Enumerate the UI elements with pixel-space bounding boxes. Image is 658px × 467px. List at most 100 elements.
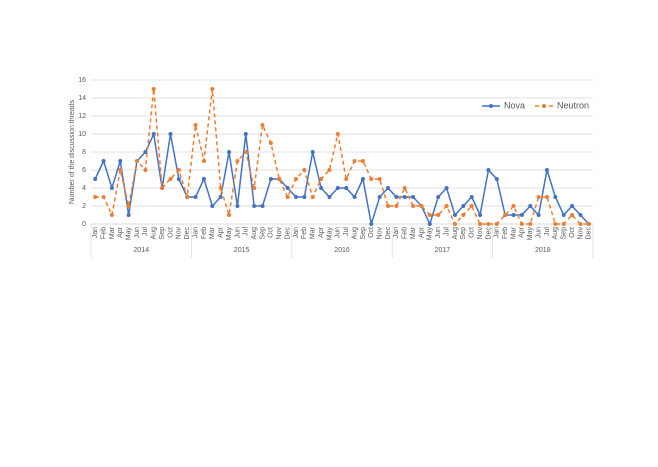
- data-point: [503, 213, 508, 217]
- data-point: [469, 195, 474, 199]
- data-point: [218, 195, 223, 199]
- data-point: [352, 195, 357, 199]
- x-tick-label: Jun: [134, 227, 141, 238]
- data-point: [118, 168, 123, 172]
- x-tick-label: May: [125, 227, 132, 241]
- data-point: [109, 213, 114, 217]
- data-point: [243, 132, 248, 136]
- x-tick-label: Sep: [259, 227, 266, 240]
- x-tick-label: Feb: [502, 227, 509, 239]
- data-point: [544, 168, 549, 172]
- data-point: [201, 159, 206, 163]
- data-point: [193, 123, 198, 127]
- data-point: [411, 195, 416, 199]
- data-point: [118, 159, 123, 163]
- data-point: [335, 186, 340, 190]
- data-point: [528, 204, 533, 208]
- data-point: [126, 204, 131, 208]
- data-point: [369, 222, 374, 226]
- data-point: [478, 222, 483, 226]
- data-point: [252, 186, 257, 190]
- x-tick-label: Apr: [218, 226, 225, 238]
- data-point: [427, 222, 432, 226]
- data-point: [536, 213, 541, 217]
- data-point: [360, 159, 365, 163]
- x-tick-label: Oct: [469, 227, 476, 238]
- year-label: 2016: [334, 247, 350, 254]
- data-point: [461, 204, 466, 208]
- data-point: [452, 213, 457, 217]
- legend-marker: [542, 104, 547, 108]
- y-tick-label: 0: [82, 221, 86, 228]
- data-point: [101, 159, 106, 163]
- x-tick-label: Jul: [343, 227, 350, 236]
- x-tick-label: Mar: [209, 226, 216, 239]
- data-point: [201, 177, 206, 181]
- x-tick-label: Dec: [485, 227, 492, 240]
- x-tick-label: Aug: [552, 227, 559, 240]
- data-point: [427, 213, 432, 217]
- data-point: [519, 213, 524, 217]
- data-point: [494, 177, 499, 181]
- x-tick-label: Apr: [418, 226, 425, 238]
- x-tick-label: Jul: [142, 227, 149, 236]
- data-point: [344, 186, 349, 190]
- data-point: [260, 204, 265, 208]
- data-point: [135, 159, 140, 163]
- x-tick-label: Apr: [519, 226, 526, 238]
- x-tick-label: Sep: [360, 227, 367, 240]
- legend-label: Neutron: [557, 100, 589, 110]
- data-point: [218, 186, 223, 190]
- x-tick-label: Jul: [443, 227, 450, 236]
- y-tick-label: 14: [78, 95, 86, 102]
- data-point: [419, 204, 424, 208]
- data-point: [553, 222, 558, 226]
- data-point: [452, 222, 457, 226]
- data-point: [277, 177, 282, 181]
- data-point: [402, 186, 407, 190]
- data-point: [93, 177, 98, 181]
- x-tick-label: Aug: [151, 227, 158, 240]
- data-point: [461, 213, 466, 217]
- data-point: [394, 204, 399, 208]
- x-tick-label: Aug: [251, 227, 258, 240]
- x-tick-label: Jun: [234, 227, 241, 238]
- data-point: [394, 195, 399, 199]
- x-tick-label: Sep: [460, 227, 467, 240]
- x-tick-label: Aug: [452, 227, 459, 240]
- data-point: [319, 186, 324, 190]
- x-tick-label: Mar: [410, 226, 417, 239]
- data-point: [494, 222, 499, 226]
- data-point: [235, 159, 240, 163]
- y-tick-label: 2: [82, 203, 86, 210]
- year-label: 2015: [234, 247, 250, 254]
- y-tick-label: 16: [78, 77, 86, 84]
- x-tick-label: May: [427, 227, 434, 241]
- data-point: [210, 204, 215, 208]
- data-point: [386, 186, 391, 190]
- x-tick-label: Nov: [376, 227, 383, 240]
- y-tick-label: 8: [82, 149, 86, 156]
- data-point: [151, 87, 156, 91]
- data-point: [310, 195, 315, 199]
- data-point: [444, 186, 449, 190]
- x-tick-label: Feb: [100, 227, 107, 239]
- x-tick-label: Jul: [243, 227, 250, 236]
- data-point: [578, 222, 583, 226]
- x-tick-label: Jan: [293, 227, 300, 238]
- x-tick-label: Jun: [535, 227, 542, 238]
- data-point: [511, 213, 516, 217]
- data-point: [377, 195, 382, 199]
- series-line: [95, 88, 589, 226]
- data-point: [168, 132, 173, 136]
- x-tick-label: Oct: [167, 227, 174, 238]
- data-point: [310, 150, 315, 154]
- data-point: [302, 168, 307, 172]
- data-point: [570, 213, 575, 217]
- data-point: [528, 222, 533, 226]
- data-point: [544, 195, 549, 199]
- data-point: [160, 186, 165, 190]
- x-tick-label: Mar: [310, 226, 317, 239]
- year-label: 2014: [133, 247, 149, 254]
